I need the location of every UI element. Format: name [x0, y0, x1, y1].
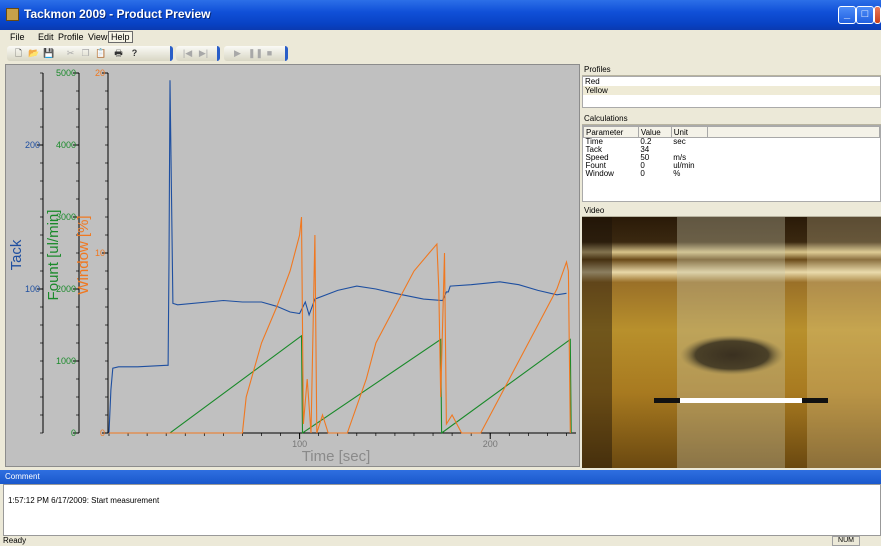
tick-label-tack: 100 — [25, 284, 40, 294]
comment-text: 1:57:12 PM 6/17/2009: Start measurement — [8, 496, 160, 505]
toolbar-nav-group: |◀ ▶| — [176, 46, 220, 61]
menu-edit[interactable]: Edit — [38, 32, 54, 42]
menu-view[interactable]: View — [88, 32, 108, 42]
menu-file[interactable]: File — [10, 32, 25, 42]
calculations-header: Calculations — [582, 113, 881, 125]
comment-header: Comment — [0, 470, 881, 484]
cell-parameter: Tack — [585, 145, 602, 154]
chart-panel: 100 200 Tack 0 1000 2000 3000 4000 5000 Fount [ul… — [5, 64, 580, 467]
title-bar[interactable]: Tackmon 2009 - Product Preview _ □ — [0, 0, 881, 30]
menu-help[interactable]: Help — [108, 31, 133, 43]
toolbar: 🗋 📂 💾 ✂ ❐ 📋 🖶 ? |◀ ▶| ▶ ❚❚ ■ — [0, 45, 881, 62]
save-icon[interactable]: 💾 — [43, 48, 55, 58]
tick-label-fount: 3000 — [56, 212, 76, 222]
series-line-window — [109, 216, 571, 434]
cell-parameter: Fount — [585, 161, 606, 170]
x-axis-label: Time [sec] — [302, 448, 371, 465]
video-header: Video — [582, 205, 881, 217]
cell-parameter: Speed — [585, 153, 609, 162]
close-button[interactable] — [874, 6, 881, 24]
cell-unit: m/s — [673, 153, 687, 162]
minimize-button[interactable]: _ — [838, 6, 856, 24]
cut-icon[interactable]: ✂ — [66, 48, 75, 58]
tick-label-fount: 5000 — [56, 68, 76, 78]
menu-bar: File Edit Profile View Help — [0, 30, 881, 45]
cell-value: 0 — [640, 169, 645, 178]
x-tick-label: 200 — [483, 439, 498, 449]
series-line-tack — [108, 80, 567, 434]
cell-value: 34 — [640, 145, 650, 154]
tick-label-window: 20 — [95, 68, 105, 78]
col-value[interactable]: Value — [637, 126, 672, 138]
calc-table-header: Parameter Value Unit — [583, 126, 880, 138]
profile-item-red[interactable]: Red — [585, 77, 600, 86]
table-row: Window 0 % — [584, 170, 880, 178]
video-frame — [582, 217, 881, 468]
tick-label-fount: 2000 — [56, 284, 76, 294]
tick-label-window: 10 — [95, 248, 105, 258]
comment-box[interactable]: 1:57:12 PM 6/17/2009: Start measurement — [3, 484, 881, 536]
cell-value: 50 — [640, 153, 650, 162]
profiles-header: Profiles — [582, 64, 881, 76]
toolbar-playback-group: ▶ ❚❚ ■ — [224, 46, 288, 61]
status-ready: Ready — [3, 536, 27, 545]
tick-label-fount: 4000 — [56, 140, 76, 150]
col-unit[interactable]: Unit — [670, 126, 708, 138]
axis-label-window: Window [%] — [75, 215, 92, 294]
table-row: Time 0.2 sec — [584, 138, 880, 147]
forward-icon[interactable]: ▶| — [198, 48, 209, 58]
cell-unit: ul/min — [673, 161, 695, 170]
menu-profile[interactable]: Profile — [58, 32, 84, 42]
video-image — [582, 217, 881, 468]
stop-icon[interactable]: ■ — [266, 48, 273, 58]
series-line-fount — [109, 334, 572, 435]
cell-value: 0.2 — [640, 137, 652, 146]
axis-label-tack: Tack — [8, 239, 25, 270]
toolbar-file-group: 🗋 📂 💾 ✂ ❐ 📋 🖶 ? — [7, 46, 173, 61]
window-title: Tackmon 2009 - Product Preview — [24, 7, 211, 21]
cell-parameter: Window — [585, 169, 614, 178]
calculations-table: Parameter Value Unit Time 0.2 sec Tack 3… — [582, 125, 881, 202]
cell-value: 0 — [640, 161, 645, 170]
new-icon[interactable]: 🗋 — [14, 48, 23, 58]
tick-label-fount: 0 — [71, 428, 76, 438]
x-tick-label: 100 — [292, 439, 307, 449]
col-filler — [706, 126, 880, 138]
profiles-list: Red Yellow — [582, 76, 881, 108]
axis-label-fount: Fount [ul/min] — [45, 210, 62, 301]
app-icon — [6, 8, 19, 21]
copy-icon[interactable]: ❐ — [81, 48, 90, 58]
calc-table: Parameter Value Unit Time 0.2 sec Tack 3… — [583, 126, 880, 178]
status-num-indicator: NUM — [832, 536, 860, 546]
tick-label-tack: 200 — [25, 140, 40, 150]
table-row: Tack 34 — [584, 146, 880, 154]
play-icon[interactable]: ▶ — [234, 48, 241, 58]
paste-icon[interactable]: 📋 — [95, 48, 107, 58]
cell-unit: sec — [673, 137, 686, 146]
status-bar: Ready NUM — [0, 536, 881, 546]
cell-parameter: Time — [585, 137, 603, 146]
maximize-button[interactable]: □ — [856, 6, 874, 24]
table-row: Speed 50 m/s — [584, 154, 880, 162]
help-icon[interactable]: ? — [131, 48, 138, 58]
table-row: Fount 0 ul/min — [584, 162, 880, 170]
cell-unit: % — [673, 169, 681, 178]
tick-label-window: 0 — [100, 428, 105, 438]
pause-icon[interactable]: ❚❚ — [248, 48, 264, 58]
profile-item-yellow[interactable]: Yellow — [583, 86, 880, 95]
back-icon[interactable]: |◀ — [182, 48, 193, 58]
col-parameter[interactable]: Parameter — [583, 126, 639, 138]
print-icon[interactable]: 🖶 — [114, 48, 123, 58]
tick-label-fount: 1000 — [56, 356, 76, 366]
open-icon[interactable]: 📂 — [28, 48, 40, 58]
